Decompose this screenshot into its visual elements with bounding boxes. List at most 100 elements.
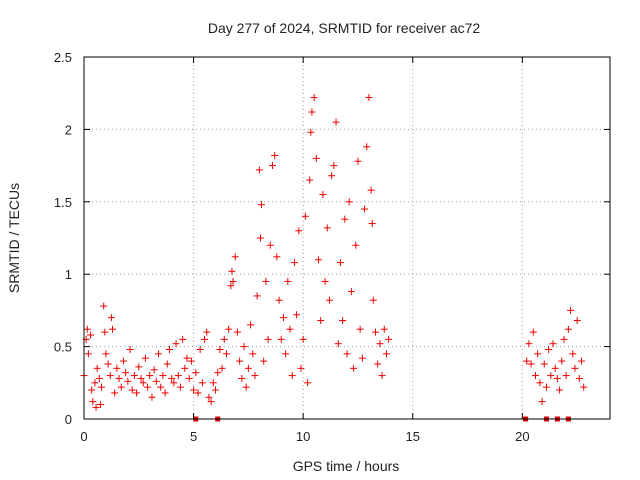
data-point (87, 331, 95, 339)
data-point (179, 335, 187, 343)
data-point (573, 317, 581, 325)
data-point (258, 201, 266, 209)
data-point (531, 372, 539, 380)
chart-title: Day 277 of 2024, SRMTID for receiver ac7… (208, 20, 481, 36)
data-point (538, 398, 546, 406)
data-point (310, 94, 318, 102)
data-point (181, 364, 189, 372)
data-point (293, 311, 301, 319)
data-point (137, 374, 145, 382)
data-point (553, 374, 561, 382)
data-point (159, 372, 167, 380)
data-point (117, 383, 125, 391)
data-point (101, 328, 109, 336)
data-point (527, 360, 535, 368)
data-point (194, 389, 202, 397)
data-point (225, 325, 233, 333)
data-point (290, 259, 298, 267)
data-point (183, 354, 191, 362)
data-point (141, 354, 149, 362)
data-point (325, 296, 333, 304)
data-point (378, 372, 386, 380)
data-point (545, 345, 553, 353)
data-point (365, 94, 373, 102)
data-point (122, 369, 130, 377)
data-point (380, 325, 388, 333)
data-point (369, 296, 377, 304)
data-point (161, 389, 169, 397)
data-point (363, 143, 371, 151)
data-point (115, 374, 123, 382)
data-point (218, 364, 226, 372)
data-point (361, 205, 369, 213)
data-point (174, 372, 182, 380)
data-points (80, 94, 588, 411)
data-point (286, 325, 294, 333)
data-point (564, 325, 572, 333)
data-point (345, 198, 353, 206)
data-point (295, 227, 303, 235)
data-point (229, 277, 237, 285)
data-point (108, 325, 116, 333)
data-point (356, 325, 364, 333)
data-point (374, 360, 382, 368)
y-axis-label: SRMTID / TECUs (6, 183, 22, 293)
data-point (190, 386, 198, 394)
data-point (358, 354, 366, 362)
data-point (547, 372, 555, 380)
data-point (251, 372, 259, 380)
data-point (95, 374, 103, 382)
data-point (523, 357, 531, 365)
data-point (91, 379, 99, 387)
data-point (135, 363, 143, 371)
data-point (242, 383, 250, 391)
data-point (317, 317, 325, 325)
data-point (198, 379, 206, 387)
data-point (240, 343, 248, 351)
data-point (168, 374, 176, 382)
data-point (525, 340, 533, 348)
data-point (315, 256, 323, 264)
data-point (96, 401, 104, 409)
data-point (542, 383, 550, 391)
data-point (84, 350, 92, 358)
data-point (540, 360, 548, 368)
data-point (266, 241, 274, 249)
data-point (277, 335, 285, 343)
data-point (341, 215, 349, 223)
data-point (558, 357, 566, 365)
data-point (165, 345, 173, 353)
data-point (551, 364, 559, 372)
data-point (350, 364, 358, 372)
x-tick-label: 10 (296, 429, 310, 444)
data-point (536, 379, 544, 387)
data-point (227, 282, 235, 290)
data-point (185, 374, 193, 382)
data-point (113, 364, 121, 372)
data-point (163, 360, 171, 368)
data-point (262, 277, 270, 285)
x-tick-label: 15 (406, 429, 420, 444)
data-point (124, 377, 132, 385)
data-point (580, 383, 588, 391)
data-point (157, 383, 165, 391)
data-point (148, 393, 156, 401)
data-point (273, 253, 281, 261)
data-point (222, 350, 230, 358)
data-point (339, 317, 347, 325)
data-point (288, 372, 296, 380)
data-point (321, 277, 329, 285)
data-point (549, 340, 557, 348)
data-point (271, 151, 279, 159)
data-point (534, 350, 542, 358)
data-point (231, 253, 239, 261)
data-point (126, 345, 134, 353)
data-point (275, 296, 283, 304)
x-tick-label: 5 (190, 429, 197, 444)
data-point (571, 364, 579, 372)
data-point (260, 357, 268, 365)
grid-lines (84, 57, 610, 419)
y-tick-label: 1 (65, 267, 72, 282)
data-point (144, 383, 152, 391)
x-axis-label: GPS time / hours (293, 458, 400, 474)
